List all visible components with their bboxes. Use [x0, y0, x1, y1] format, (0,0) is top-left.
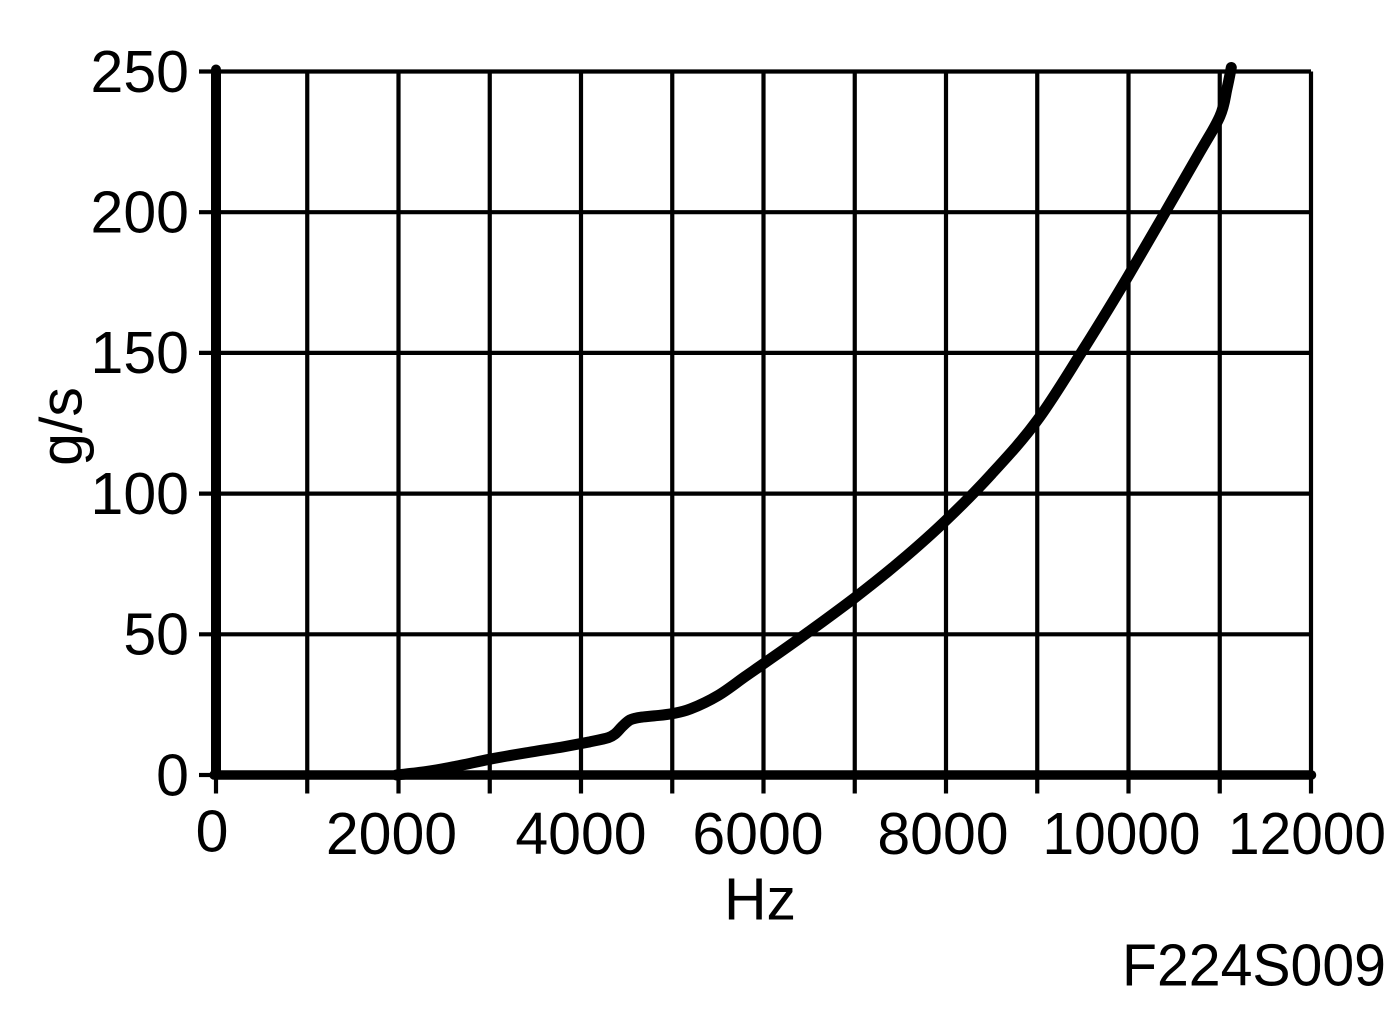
- svg-text:Hz: Hz: [724, 867, 796, 933]
- svg-text:100: 100: [91, 461, 189, 527]
- svg-text:0: 0: [156, 742, 189, 808]
- svg-text:8000: 8000: [877, 801, 1008, 867]
- svg-text:2000: 2000: [326, 801, 457, 867]
- svg-text:50: 50: [123, 602, 189, 668]
- svg-text:4000: 4000: [515, 801, 646, 867]
- svg-text:250: 250: [91, 39, 189, 105]
- svg-text:12000: 12000: [1228, 801, 1386, 867]
- svg-text:200: 200: [91, 180, 189, 246]
- svg-text:150: 150: [91, 320, 189, 386]
- svg-text:10000: 10000: [1043, 801, 1201, 867]
- svg-text:F224S009: F224S009: [1122, 933, 1386, 999]
- svg-text:6000: 6000: [692, 801, 823, 867]
- svg-text:g/s: g/s: [29, 387, 95, 466]
- svg-text:0: 0: [196, 799, 229, 865]
